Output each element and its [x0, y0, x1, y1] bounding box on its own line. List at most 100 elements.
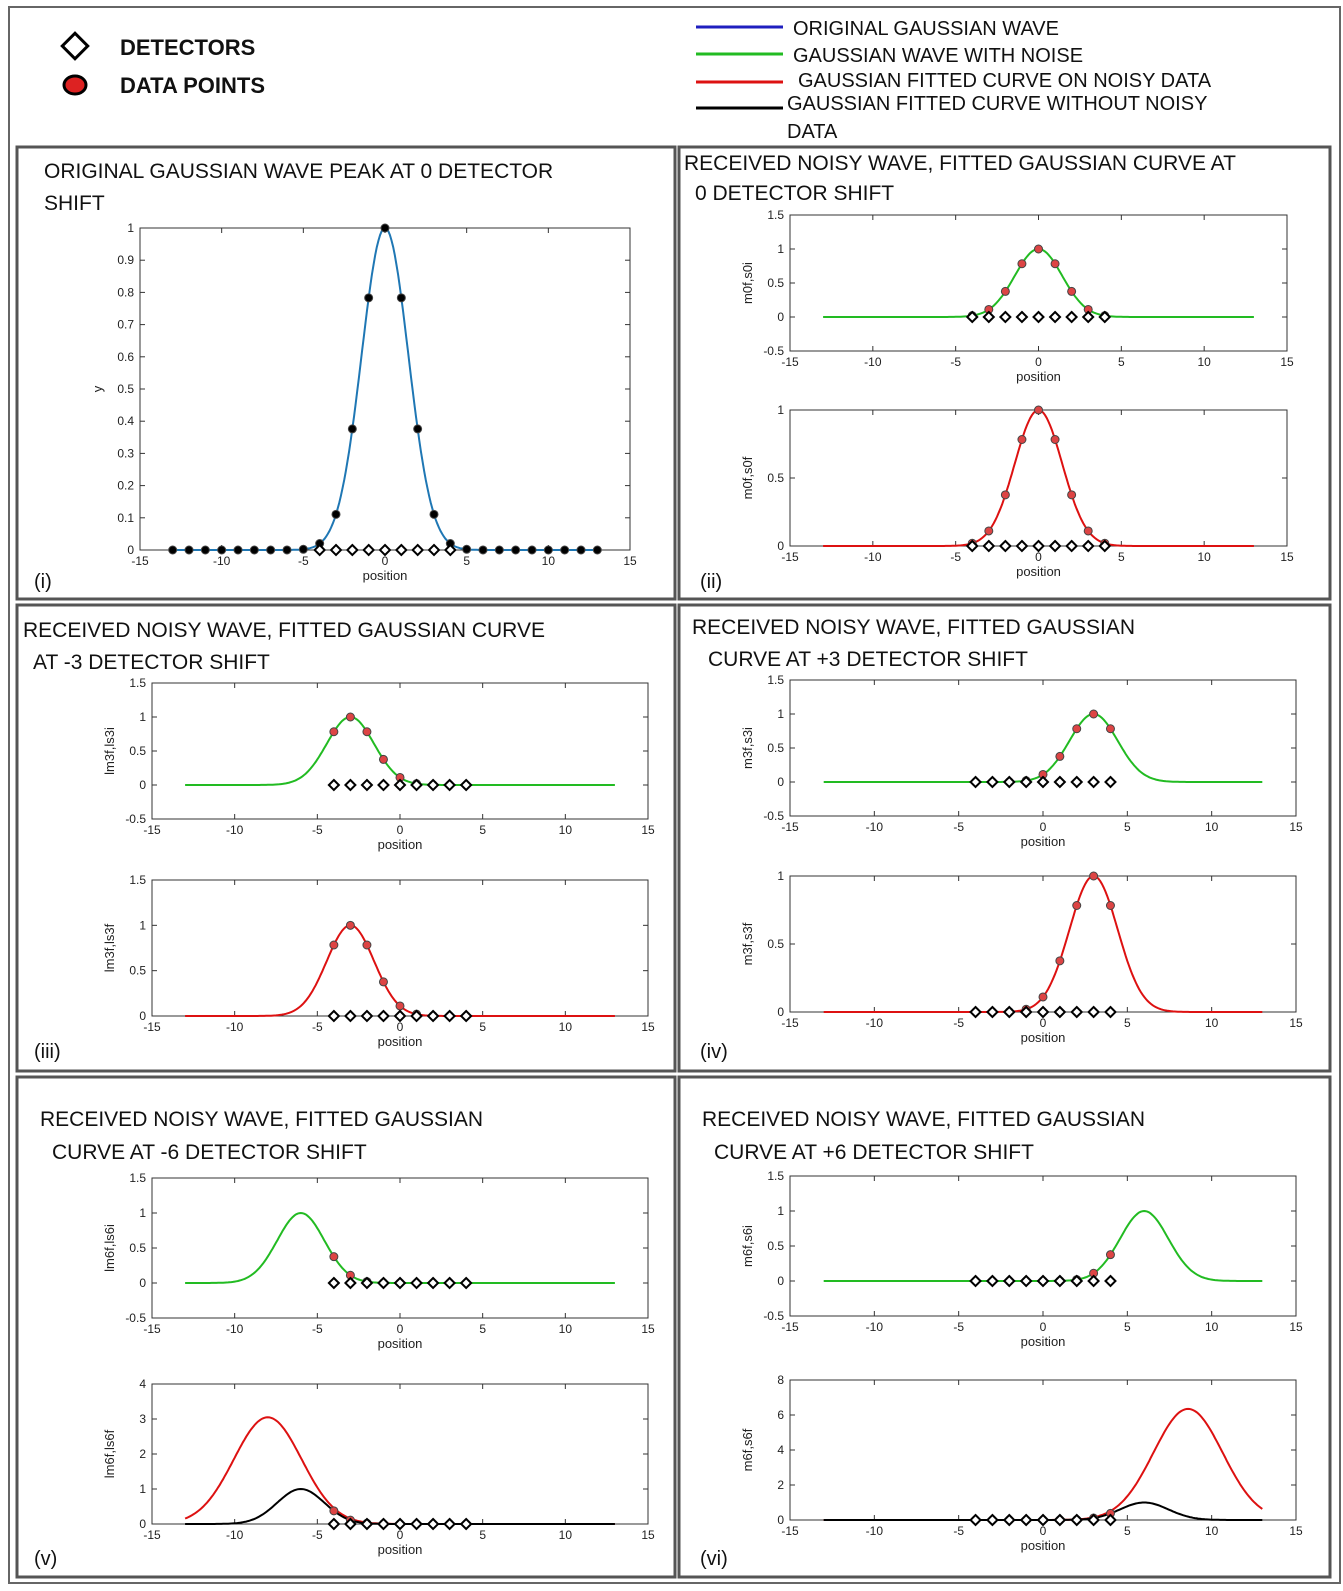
detector-marker	[410, 1009, 423, 1023]
y-tick-label: -0.5	[763, 809, 784, 823]
plot-area-p6a	[789, 1175, 1297, 1317]
detector-marker	[1104, 1005, 1117, 1019]
data-point	[1072, 901, 1082, 911]
y-tick-label: 0	[777, 539, 784, 553]
detector-marker	[327, 1517, 341, 1531]
x-tick-label: 0	[397, 823, 404, 837]
x-tick-label: -15	[781, 550, 799, 564]
chart-p1: -15 -10 -5 0 5 10 15 0 0.1 0.2 0.3 0.4 0.5 0.6 0.7 0.8 0…	[90, 221, 637, 583]
panel-frame-v	[15, 1075, 677, 1579]
x-tick-label: 5	[479, 1322, 486, 1336]
legend-original-label: ORIGINAL GAUSSIAN WAVE	[793, 18, 1059, 40]
y-tick-label: 0	[139, 1517, 146, 1531]
y-tick-label: 0	[139, 1009, 146, 1023]
y-tick-label: 0	[777, 1005, 784, 1019]
y-tick-label: 0.2	[117, 479, 134, 493]
data-point	[1067, 490, 1077, 500]
detector-marker	[393, 1517, 407, 1531]
x-tick-label: 10	[1205, 1320, 1219, 1334]
x-tick-label: -5	[312, 823, 323, 837]
detector-marker	[343, 1009, 357, 1023]
panel-v-title-2: CURVE AT -6 DETECTOR SHIFT	[52, 1141, 367, 1164]
detector-marker	[1070, 1274, 1084, 1288]
x-axis-label: position	[1021, 834, 1066, 849]
y-tick-label: 0	[777, 1513, 784, 1527]
data-point	[282, 545, 292, 555]
plot-area-p4b	[789, 875, 1297, 1013]
data-point	[592, 545, 602, 555]
y-tick-label: 1.5	[129, 1171, 146, 1185]
y-tick-label: 6	[777, 1408, 784, 1422]
detector-marker	[1104, 1513, 1117, 1527]
data-point	[1083, 526, 1093, 536]
detector-marker	[1032, 539, 1045, 553]
data-point	[576, 545, 586, 555]
y-axis-label: y	[90, 385, 105, 392]
x-tick-label: -15	[143, 1020, 161, 1034]
detector-marker	[426, 1517, 440, 1531]
x-axis-label: position	[1021, 1538, 1066, 1553]
y-tick-label: 0.6	[117, 350, 134, 364]
detector-marker	[1087, 1274, 1101, 1288]
data-point	[984, 526, 994, 536]
panel-vi-title-2: CURVE AT +6 DETECTOR SHIFT	[714, 1141, 1034, 1164]
x-tick-label: 15	[623, 554, 637, 568]
detector-marker	[410, 1517, 423, 1531]
detector-marker	[327, 778, 341, 792]
x-tick-label: 10	[559, 1528, 573, 1542]
data-point	[1017, 259, 1027, 269]
x-tick-label: -15	[781, 820, 799, 834]
y-tick-label: 1	[777, 403, 784, 417]
legend-markers: DETECTORS DATA POINTS	[60, 31, 265, 98]
chart-p6b: -15 -10 -5 0 5 10 15 0 2 4 6 8 position m6f,s6f	[740, 1373, 1303, 1553]
panel-i-title: ORIGINAL GAUSSIAN WAVE PEAK AT 0 DETECTO…	[44, 160, 553, 183]
detector-marker	[343, 778, 357, 792]
data-point	[1055, 956, 1065, 966]
data-point	[462, 544, 472, 554]
x-tick-label: 10	[1205, 1016, 1219, 1030]
x-axis-label: position	[378, 1336, 423, 1351]
data-point	[1055, 751, 1065, 761]
x-tick-label: 15	[641, 1528, 655, 1542]
legend-noise-label: GAUSSIAN WAVE WITH NOISE	[793, 45, 1083, 67]
detector-marker	[360, 778, 374, 792]
x-axis-label: position	[1021, 1334, 1066, 1349]
legend-data-points-label: DATA POINTS	[120, 73, 265, 98]
detector-marker	[394, 543, 408, 557]
x-tick-label: 0	[397, 1528, 404, 1542]
data-point	[1038, 992, 1048, 1002]
detector-marker	[1087, 1005, 1101, 1019]
x-axis-label: position	[378, 837, 423, 852]
data-point	[362, 940, 372, 950]
data-point	[1089, 709, 1099, 719]
data-point	[233, 545, 243, 555]
detector-marker	[345, 543, 359, 557]
y-tick-label: 1	[777, 707, 784, 721]
detector-marker	[443, 778, 457, 792]
data-point	[345, 712, 355, 722]
detector-marker	[459, 1517, 473, 1531]
y-axis-label: lm3f,ls3f	[102, 923, 117, 972]
data-point	[217, 545, 227, 555]
y-tick-label: 0.4	[117, 414, 134, 428]
detector-marker	[1002, 1513, 1016, 1527]
x-tick-label: -5	[312, 1322, 323, 1336]
y-tick-label: 1	[139, 1482, 146, 1496]
legend-fit-clean-label-2: DATA	[787, 121, 838, 143]
y-tick-label: 0.5	[767, 276, 784, 290]
detector-marker	[969, 1513, 982, 1527]
data-point	[1105, 724, 1115, 734]
plots: -15 -10 -5 0 5 10 1500.10.20.30.40.50.60.70.80…	[90, 208, 1303, 1557]
chart-p4a: -15 -10 -5 0 5 10 15 -0.5 0 0.5 1 1.5 position m3f,s3…	[740, 673, 1303, 849]
data-point	[1105, 901, 1115, 911]
detector-marker	[985, 1274, 999, 1288]
detector-marker	[1070, 775, 1084, 789]
detector-marker	[329, 543, 343, 557]
panel-vi-title: RECEIVED NOISY WAVE, FITTED GAUSSIAN	[702, 1108, 1145, 1131]
data-point-marker-icon	[62, 74, 88, 96]
y-tick-label: 0.9	[117, 253, 134, 267]
plot-area-p5a	[151, 1177, 649, 1319]
y-tick-label: 0.5	[129, 744, 146, 758]
plot-area-p4a	[789, 679, 1297, 817]
detector-marker	[362, 543, 376, 557]
